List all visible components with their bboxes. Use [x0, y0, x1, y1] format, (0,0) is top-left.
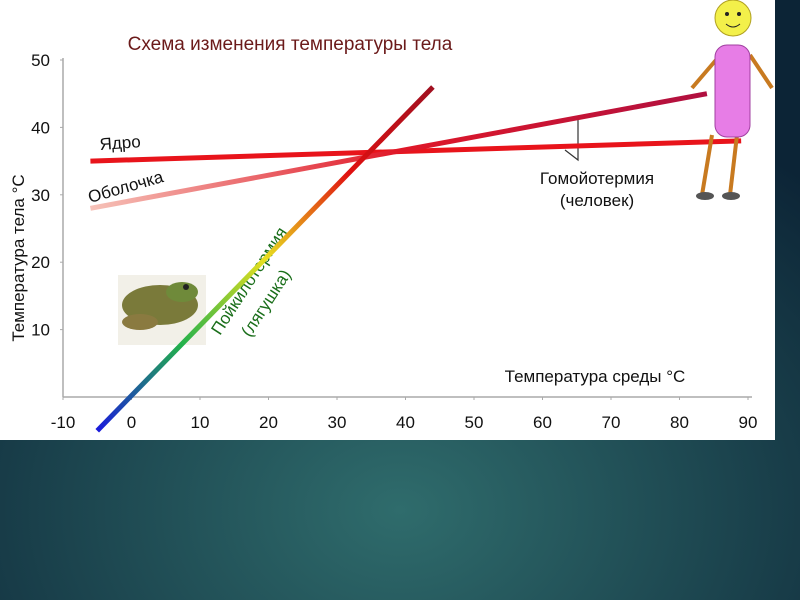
series-line — [90, 138, 742, 164]
y-tick-label: 20 — [31, 253, 50, 272]
x-tick-label: -10 — [51, 413, 76, 432]
x-axis-label: Температура среды °С — [505, 367, 686, 386]
annotation-pointer — [564, 118, 579, 162]
series-line — [95, 85, 435, 433]
chart-panel — [0, 0, 775, 440]
frog-picture — [118, 275, 206, 345]
x-tick-label: 20 — [259, 413, 278, 432]
annotation: (человек) — [560, 191, 634, 210]
y-tick-label: 50 — [31, 51, 50, 70]
x-tick-label: 70 — [602, 413, 621, 432]
x-tick-label: 30 — [328, 413, 347, 432]
human-figure — [690, 0, 774, 200]
x-tick-label: 80 — [670, 413, 689, 432]
x-tick-label: 10 — [191, 413, 210, 432]
y-tick-label: 40 — [31, 118, 50, 137]
x-tick-label: 60 — [533, 413, 552, 432]
chart-title: Схема изменения температуры тела — [128, 34, 453, 55]
series-line — [89, 91, 708, 211]
x-tick-label: 90 — [739, 413, 758, 432]
y-tick-label: 30 — [31, 186, 50, 205]
series-label: Ядро — [99, 132, 141, 154]
annotation: Гомойотермия — [540, 169, 654, 188]
x-tick-label: 40 — [396, 413, 415, 432]
y-axis-label: Температура тела °С — [9, 174, 28, 341]
y-tick-label: 10 — [31, 321, 50, 340]
x-tick-label: 0 — [127, 413, 136, 432]
x-tick-label: 50 — [465, 413, 484, 432]
